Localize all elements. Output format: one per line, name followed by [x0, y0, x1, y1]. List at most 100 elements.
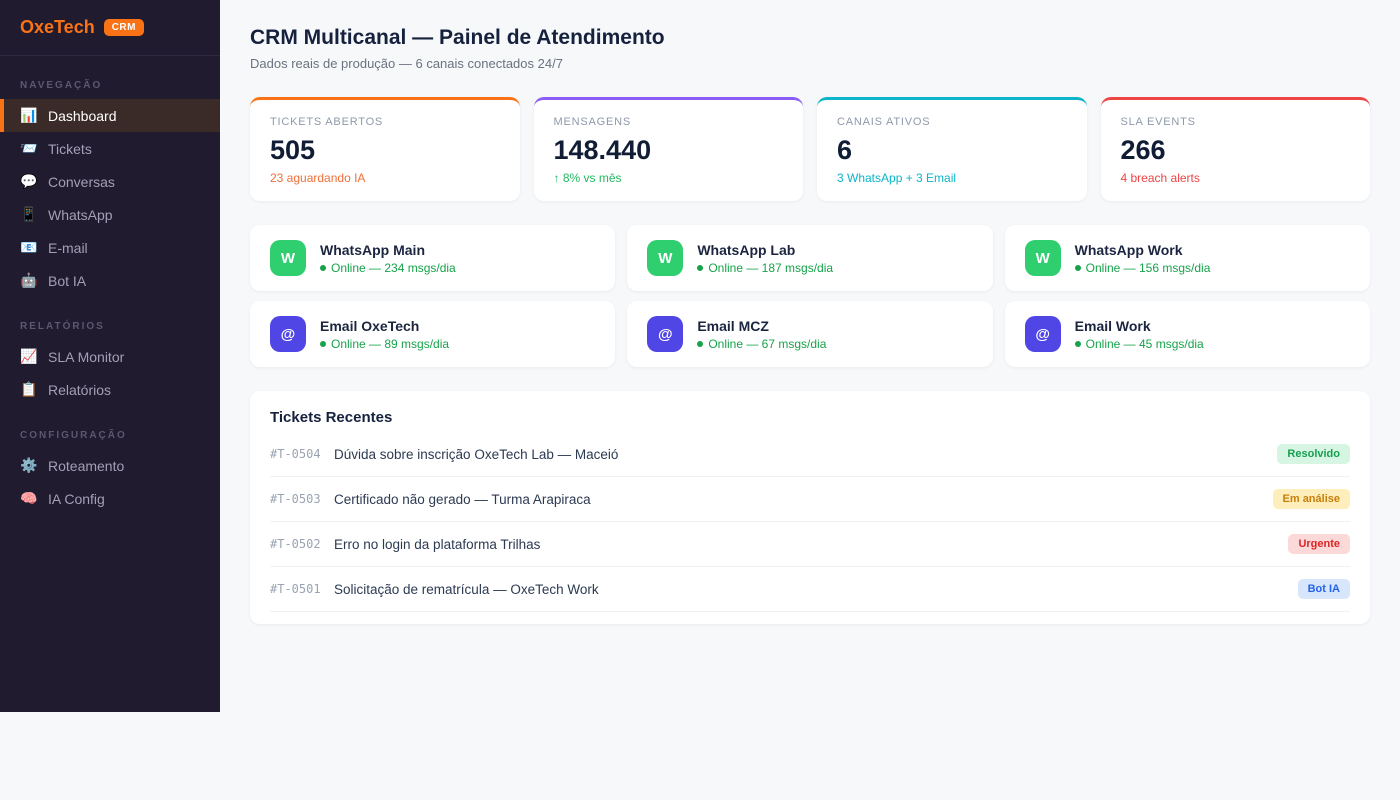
- stat-subtext: 23 aguardando IA: [270, 171, 366, 185]
- email-channel-icon: @: [1024, 316, 1061, 352]
- ticket-subject: Certificado não gerado — Turma Arapiraca: [334, 491, 591, 507]
- channel-status: Online — 234 msgs/dia: [320, 261, 456, 275]
- channel-status-text: Online — 45 msgs/dia: [1085, 336, 1204, 351]
- channel-name: Email Work: [1074, 317, 1151, 334]
- channel-card-email-oxetech[interactable]: @ Email OxeTech Online — 89 msgs/dia: [250, 301, 616, 367]
- sidebar-item-conversas[interactable]: 💬 Conversas: [0, 165, 220, 198]
- ticket-row-t0502[interactable]: #T-0502 Erro no login da plataforma Tril…: [270, 522, 1350, 567]
- stat-subtext: 3 WhatsApp + 3 Email: [837, 171, 957, 185]
- sidebar-item-label: SLA Monitor: [48, 348, 125, 365]
- sidebar-item-bot-ia[interactable]: 🤖 Bot IA: [0, 264, 220, 297]
- channel-status-text: Online — 234 msgs/dia: [331, 260, 456, 275]
- channel-status: Online — 156 msgs/dia: [1074, 260, 1211, 275]
- channel-card-whatsapp-lab[interactable]: W WhatsApp Lab Online — 187 msgs/dia: [627, 225, 993, 291]
- channel-name: WhatsApp Lab: [697, 241, 796, 258]
- email-channel-icon: @: [270, 316, 306, 352]
- ticket-subject: Dúvida sobre inscrição OxeTech Lab — Mac…: [334, 446, 619, 462]
- bar-chart-icon: 📊: [20, 107, 38, 123]
- email-channel-icon: @: [647, 316, 684, 352]
- brand-logo: OxeTech CRM: [0, 0, 220, 56]
- online-status-dot: [1074, 264, 1081, 271]
- brand-badge: CRM: [103, 19, 144, 36]
- sidebar-item-label: Tickets: [48, 140, 92, 157]
- ticket-row-t0503[interactable]: #T-0503 Certificado não gerado — Turma A…: [270, 477, 1350, 522]
- sidebar-item-tickets[interactable]: 📨 Tickets: [0, 132, 220, 165]
- ticket-subject: Erro no login da plataforma Trilhas: [334, 536, 541, 552]
- channel-card-whatsapp-main[interactable]: W WhatsApp Main Online — 234 msgs/dia: [250, 225, 616, 291]
- chart-increasing-icon: 📈: [20, 348, 38, 364]
- stat-value: 266: [1120, 135, 1166, 165]
- whatsapp-channel-icon: W: [1024, 240, 1061, 276]
- ticket-id: #T-0501: [270, 582, 321, 596]
- stat-value: 505: [270, 135, 316, 165]
- stat-value: 6: [837, 135, 853, 165]
- channel-status-text: Online — 89 msgs/dia: [331, 336, 450, 351]
- app-container: OxeTech CRM NAVEGAÇÃO 📊 Dashboard 📨 Tick…: [0, 0, 1400, 712]
- main-content: CRM Multicanal — Painel de Atendimento D…: [220, 0, 1400, 712]
- ticket-id: #T-0502: [270, 537, 321, 551]
- ticket-id: #T-0504: [270, 447, 321, 461]
- speech-bubble-icon: 💬: [20, 173, 38, 189]
- brand-name: OxeTech: [20, 17, 95, 37]
- status-badge-em-analise: Em análise: [1272, 489, 1350, 509]
- sidebar-item-label: Bot IA: [48, 272, 87, 289]
- status-badge-bot-ia: Bot IA: [1297, 579, 1350, 599]
- sidebar-item-label: Roteamento: [48, 457, 125, 474]
- sidebar-item-dashboard[interactable]: 📊 Dashboard: [0, 99, 220, 132]
- channel-status: Online — 187 msgs/dia: [697, 261, 833, 275]
- channel-name: Email OxeTech: [320, 317, 420, 334]
- sidebar-item-whatsapp[interactable]: 📱 WhatsApp: [0, 198, 220, 231]
- sidebar-item-roteamento[interactable]: ⚙️ Roteamento: [0, 449, 220, 482]
- page-subtitle: Dados reais de produção — 6 canais conec…: [250, 56, 563, 71]
- online-status-dot: [320, 264, 326, 271]
- sidebar-item-label: Dashboard: [48, 107, 117, 124]
- stat-value: 148.440: [553, 135, 652, 165]
- sidebar-item-sla-monitor[interactable]: 📈 SLA Monitor: [0, 340, 220, 373]
- tickets-panel-title: Tickets Recentes: [270, 409, 393, 426]
- gear-icon: ⚙️: [20, 457, 38, 473]
- sidebar-item-label: WhatsApp: [48, 206, 113, 223]
- stat-subtext: 4 breach alerts: [1120, 171, 1200, 185]
- online-status-dot: [1074, 340, 1081, 347]
- channel-card-whatsapp-work[interactable]: W WhatsApp Work Online — 156 msgs/dia: [1004, 225, 1370, 291]
- channel-name: WhatsApp Main: [320, 241, 425, 258]
- page-title: CRM Multicanal — Painel de Atendimento: [250, 26, 665, 49]
- ticket-row-t0501[interactable]: #T-0501 Solicitação de rematrícula — Oxe…: [270, 567, 1350, 612]
- stat-subtext: ↑ 8% vs mês: [553, 171, 622, 185]
- brain-icon: 🧠: [20, 490, 38, 506]
- tickets-recentes-panel: Tickets Recentes #T-0504 Dúvida sobre in…: [250, 391, 1370, 624]
- stat-card-canais-ativos: CANAIS ATIVOS 6 3 WhatsApp + 3 Email: [817, 97, 1087, 201]
- channel-status: Online — 45 msgs/dia: [1074, 336, 1204, 351]
- status-badge-resolvido: Resolvido: [1277, 444, 1350, 464]
- status-badge-urgente: Urgente: [1288, 534, 1350, 554]
- channel-status: Online — 67 msgs/dia: [697, 337, 826, 351]
- whatsapp-channel-icon: W: [270, 240, 306, 276]
- stat-card-mensagens: MENSAGENS 148.440 ↑ 8% vs mês: [533, 97, 803, 201]
- sidebar-item-label: Conversas: [48, 173, 115, 190]
- envelope-icon: 📨: [20, 140, 38, 156]
- sidebar: OxeTech CRM NAVEGAÇÃO 📊 Dashboard 📨 Tick…: [0, 0, 220, 712]
- nav-section-relatorios: RELATÓRIOS: [20, 321, 105, 332]
- sidebar-item-label: IA Config: [48, 490, 105, 507]
- mobile-phone-icon: 📱: [20, 206, 38, 222]
- sidebar-item-email[interactable]: 📧 E-mail: [0, 231, 220, 264]
- whatsapp-channel-icon: W: [647, 240, 684, 276]
- sidebar-item-relatorios[interactable]: 📋 Relatórios: [0, 373, 220, 406]
- stat-card-tickets-abertos: TICKETS ABERTOS 505 23 aguardando IA: [250, 97, 520, 201]
- ticket-subject: Solicitação de rematrícula — OxeTech Wor…: [334, 581, 599, 597]
- clipboard-icon: 📋: [20, 381, 38, 397]
- stats-row: TICKETS ABERTOS 505 23 aguardando IA MEN…: [250, 97, 1370, 201]
- email-icon: 📧: [20, 239, 38, 255]
- online-status-dot: [320, 340, 326, 347]
- channel-status-text: Online — 156 msgs/dia: [1085, 260, 1211, 275]
- channel-status-text: Online — 187 msgs/dia: [708, 260, 834, 275]
- channel-card-email-mcz[interactable]: @ Email MCZ Online — 67 msgs/dia: [627, 301, 993, 367]
- sidebar-item-ia-config[interactable]: 🧠 IA Config: [0, 482, 220, 515]
- stat-label: CANAIS ATIVOS: [837, 116, 931, 128]
- stat-label: TICKETS ABERTOS: [270, 116, 384, 128]
- nav-section-navegacao: NAVEGAÇÃO: [20, 80, 103, 91]
- channel-card-email-work[interactable]: @ Email Work Online — 45 msgs/dia: [1004, 301, 1370, 367]
- stat-label: MENSAGENS: [553, 116, 631, 128]
- stat-card-sla-events: SLA EVENTS 266 4 breach alerts: [1100, 97, 1370, 201]
- ticket-row-t0504[interactable]: #T-0504 Dúvida sobre inscrição OxeTech L…: [270, 432, 1350, 477]
